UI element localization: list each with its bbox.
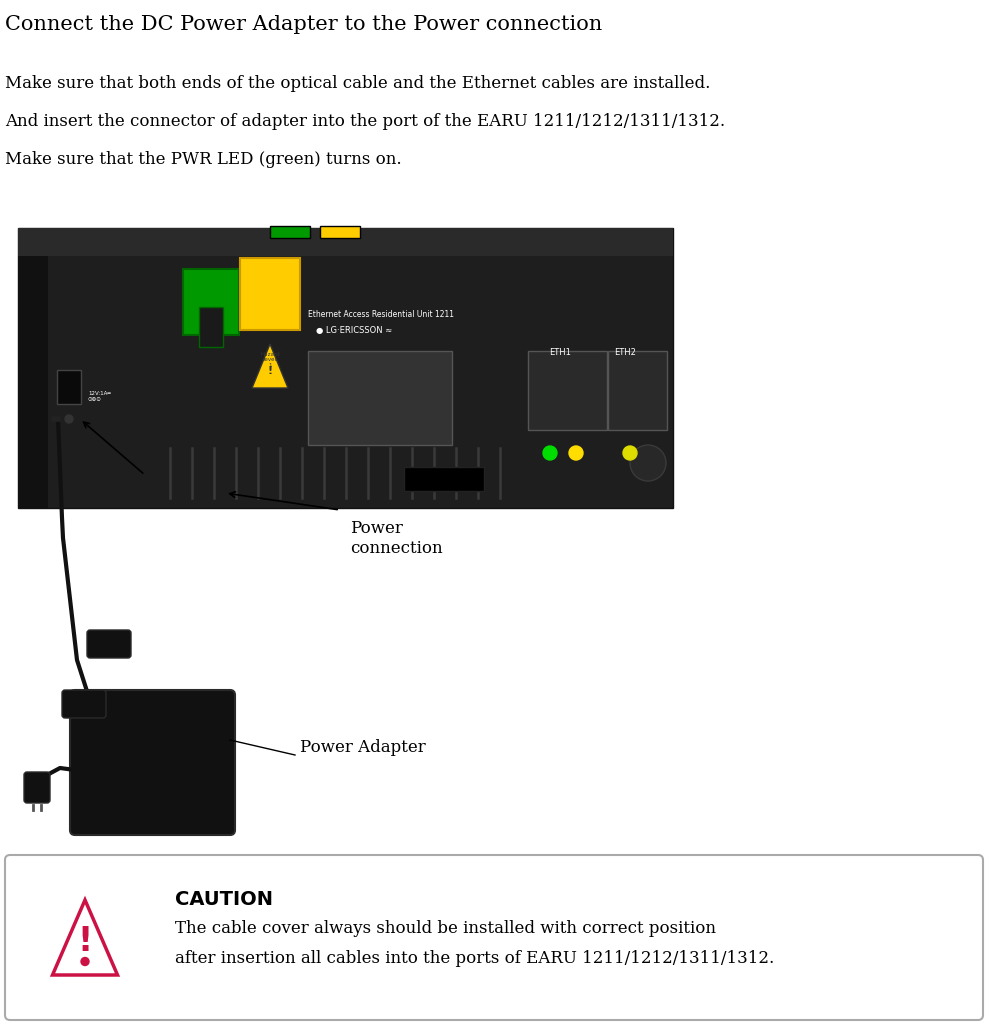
Text: !: ! [267, 366, 273, 376]
Polygon shape [52, 900, 118, 975]
Circle shape [543, 446, 557, 460]
Circle shape [630, 445, 666, 481]
Text: The cable cover always should be installed with correct position: The cable cover always should be install… [175, 920, 716, 937]
Text: !: ! [77, 925, 93, 958]
Polygon shape [252, 344, 288, 388]
FancyBboxPatch shape [18, 228, 673, 256]
FancyBboxPatch shape [183, 269, 239, 336]
Text: ETH1: ETH1 [549, 348, 571, 357]
Text: after insertion all cables into the ports of EARU 1211/1212/1311/1312.: after insertion all cables into the port… [175, 950, 774, 966]
Text: ● LG·ERICSSON ≈: ● LG·ERICSSON ≈ [316, 326, 393, 336]
Text: ETH2: ETH2 [614, 348, 636, 357]
Circle shape [65, 415, 73, 423]
FancyBboxPatch shape [57, 370, 81, 404]
FancyBboxPatch shape [308, 351, 452, 445]
FancyBboxPatch shape [404, 467, 484, 491]
Text: Connect the DC Power Adapter to the Power connection: Connect the DC Power Adapter to the Powe… [5, 15, 602, 34]
Circle shape [623, 446, 637, 460]
FancyBboxPatch shape [18, 228, 673, 508]
Text: Power
connection: Power connection [350, 520, 443, 556]
Text: 12V:1A═
⊙⊕⊙: 12V:1A═ ⊙⊕⊙ [88, 391, 111, 402]
FancyBboxPatch shape [270, 226, 310, 238]
Circle shape [81, 957, 89, 965]
FancyBboxPatch shape [70, 690, 235, 835]
FancyBboxPatch shape [240, 258, 300, 330]
Text: Power Adapter: Power Adapter [300, 740, 425, 756]
FancyBboxPatch shape [62, 690, 106, 718]
FancyBboxPatch shape [5, 855, 983, 1020]
Text: CAUTION: CAUTION [175, 890, 273, 909]
FancyBboxPatch shape [528, 351, 607, 430]
Text: Make sure that the PWR LED (green) turns on.: Make sure that the PWR LED (green) turns… [5, 151, 402, 168]
FancyBboxPatch shape [18, 228, 48, 508]
FancyBboxPatch shape [320, 226, 360, 238]
Circle shape [569, 446, 583, 460]
FancyBboxPatch shape [24, 772, 50, 803]
FancyBboxPatch shape [608, 351, 667, 430]
Text: Make sure that both ends of the optical cable and the Ethernet cables are instal: Make sure that both ends of the optical … [5, 75, 710, 92]
FancyBboxPatch shape [87, 630, 131, 658]
Text: Ethernet Access Residential Unit 1211: Ethernet Access Residential Unit 1211 [308, 310, 454, 319]
FancyBboxPatch shape [199, 307, 223, 347]
Text: And insert the connector of adapter into the port of the EARU 1211/1212/1311/131: And insert the connector of adapter into… [5, 113, 725, 130]
Text: Hazard
level
1: Hazard level 1 [260, 352, 280, 367]
